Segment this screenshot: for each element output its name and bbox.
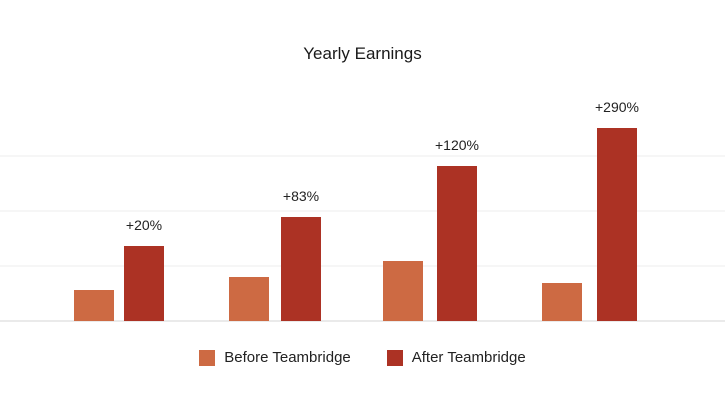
chart-title: Yearly Earnings [303,44,422,63]
data-labels: +20% +83% +120% +290% [126,99,639,233]
legend-label-before: Before Teambridge [224,349,351,366]
legend-item-before: Before Teambridge [199,349,351,366]
data-label-3: +120% [435,137,479,153]
legend-item-after: After Teambridge [386,349,526,366]
bar-before-1 [74,290,114,321]
legend-swatch-before [199,349,216,366]
data-label-2: +83% [283,188,319,204]
bar-after-2 [281,217,321,321]
bar-before-3 [383,261,423,321]
data-label-4: +290% [595,99,639,115]
data-label-1: +20% [126,217,162,233]
bar-before-2 [229,277,269,321]
legend-label-after: After Teambridge [411,349,526,366]
bar-after-1 [124,246,164,321]
bars [74,128,637,321]
legend-swatch-after [386,349,403,366]
legend: Before Teambridge After Teambridge [0,349,725,366]
bar-after-4 [597,128,637,321]
bar-after-3 [437,166,477,321]
bar-before-4 [542,283,582,321]
